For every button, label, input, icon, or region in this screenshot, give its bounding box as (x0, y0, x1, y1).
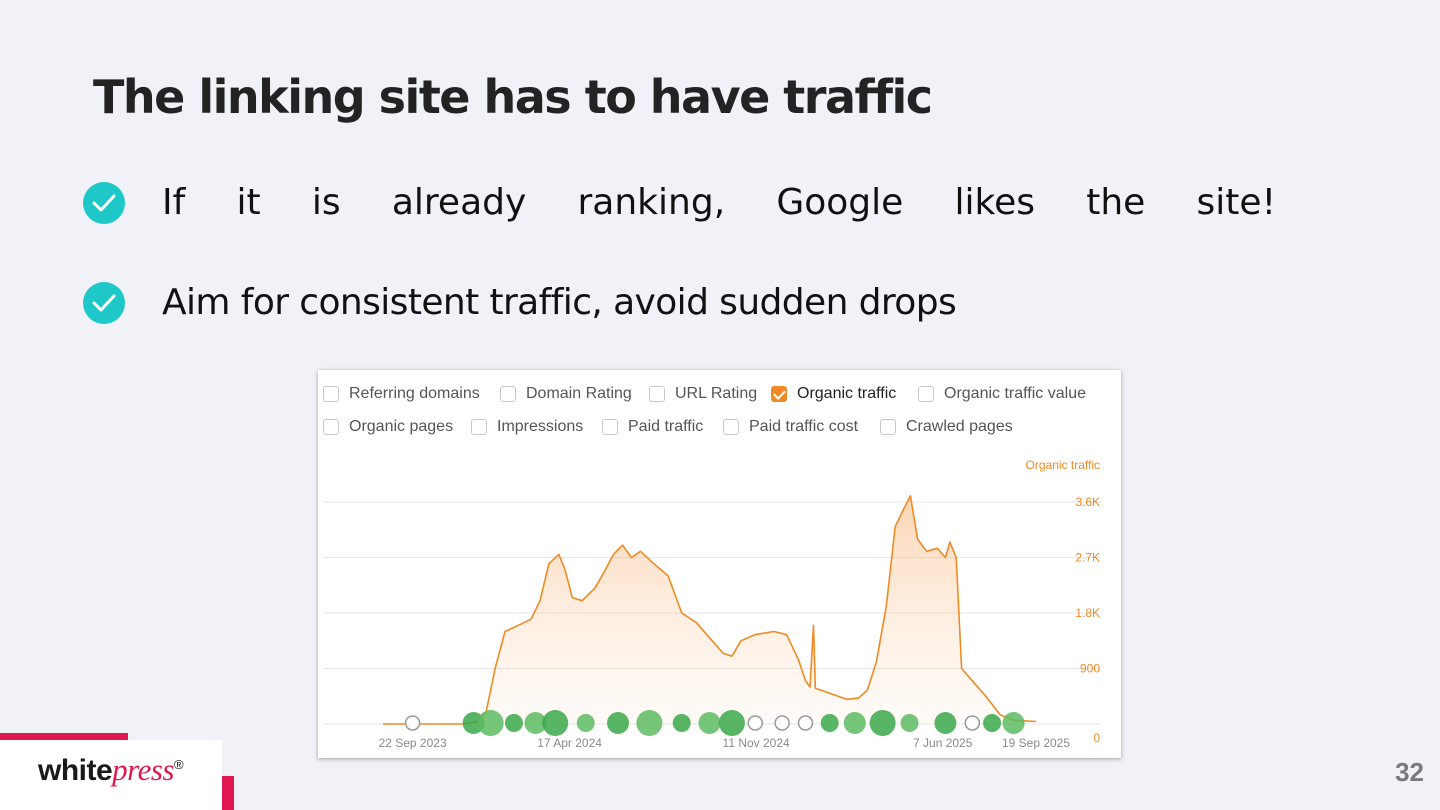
metric-option-organic-traffic-value[interactable]: Organic traffic value (918, 384, 1086, 404)
bullet-text: Aim for consistent traffic, avoid sudden… (162, 282, 957, 323)
metric-option-label: Crawled pages (906, 418, 1013, 435)
metric-option-crawled-pages[interactable]: Crawled pages (880, 417, 1013, 437)
new-link-marker[interactable] (542, 710, 569, 736)
bullet-word: If (162, 182, 186, 223)
checkbox[interactable] (918, 386, 934, 402)
google-update-icon[interactable] (774, 715, 790, 731)
google-update-icon[interactable] (797, 715, 814, 731)
new-link-marker[interactable] (843, 712, 866, 734)
traffic-chart-card: Referring domains Domain Rating URL Rati… (318, 370, 1121, 758)
check-circle-icon (83, 282, 125, 324)
x-tick-label: 11 Nov 2024 (723, 736, 790, 750)
new-link-marker[interactable] (576, 714, 595, 732)
logo-accent-bar (222, 776, 234, 810)
metric-option-paid-traffic[interactable]: Paid traffic (602, 417, 703, 437)
metric-option-url-rating[interactable]: URL Rating (649, 384, 757, 404)
bullet-word: the (1086, 182, 1146, 223)
metric-option-organic-traffic[interactable]: Organic traffic (771, 384, 896, 404)
metric-option-label: Organic pages (349, 418, 454, 435)
y-tick-label: 0 (1093, 731, 1100, 745)
bullet-word: Google (776, 182, 904, 223)
x-axis-ticks: 22 Sep 2023 17 Apr 2024 11 Nov 2024 7 Jun 2… (379, 736, 1071, 750)
new-link-marker[interactable] (607, 712, 630, 734)
new-link-marker[interactable] (718, 710, 745, 736)
metric-option-label: Domain Rating (526, 385, 632, 402)
bullet-word: site! (1196, 182, 1276, 223)
metric-option-label: Referring domains (349, 385, 480, 402)
metric-option-paid-traffic-cost[interactable]: Paid traffic cost (723, 417, 858, 437)
new-link-marker[interactable] (672, 714, 691, 732)
new-link-marker[interactable] (934, 712, 957, 734)
link-markers-row (404, 710, 1025, 736)
checkbox-checked[interactable] (771, 386, 787, 402)
new-link-marker[interactable] (820, 714, 839, 732)
page-number: 32 (1395, 757, 1424, 787)
logo-background (0, 740, 222, 810)
y-tick-label: 2.7K (1075, 551, 1100, 565)
metric-option-label: Organic traffic (797, 385, 897, 402)
google-update-icon[interactable] (964, 715, 981, 731)
y-tick-label: 1.8K (1075, 606, 1100, 620)
ahrefs-update-icon[interactable] (747, 715, 763, 731)
metric-option-label: Paid traffic (628, 418, 704, 435)
new-link-marker[interactable] (900, 714, 919, 732)
bullet-word: ranking, (577, 182, 726, 223)
checkbox[interactable] (602, 419, 618, 435)
new-link-marker[interactable] (1002, 712, 1025, 734)
whitepress-logo: whitepress® (38, 752, 184, 787)
new-link-marker[interactable] (504, 714, 523, 732)
metric-option-organic-pages[interactable]: Organic pages (323, 417, 453, 437)
checkbox[interactable] (323, 419, 339, 435)
checkbox[interactable] (649, 386, 665, 402)
checkbox[interactable] (500, 386, 516, 402)
bullet-word: already (391, 182, 527, 223)
new-link-marker[interactable] (524, 712, 547, 734)
y-tick-label: 900 (1080, 662, 1100, 676)
new-link-marker[interactable] (636, 710, 663, 736)
bullet-word: it (236, 182, 261, 223)
metric-option-domain-rating[interactable]: Domain Rating (500, 384, 632, 404)
new-link-marker[interactable] (869, 710, 896, 736)
organic-traffic-chart: 0 900 1.8K 2.7K 3.6K 22 Sep 2023 17 Apr 2024 1… (323, 458, 1101, 750)
checkbox[interactable] (723, 419, 739, 435)
y-axis-ticks: 0 900 1.8K 2.7K 3.6K (1075, 495, 1100, 745)
metric-option-referring-domains[interactable]: Referring domains (323, 384, 480, 404)
metric-option-label: Paid traffic cost (749, 418, 859, 435)
slide-title: The linking site has to have traffic (93, 70, 933, 124)
bullet-word: is (311, 182, 341, 223)
metric-option-label: Impressions (497, 418, 584, 435)
google-update-icon[interactable] (404, 715, 421, 731)
new-link-marker[interactable] (983, 714, 1002, 732)
bullet-word: likes (954, 182, 1036, 223)
metric-option-impressions[interactable]: Impressions (471, 417, 583, 437)
checkbox[interactable] (880, 419, 896, 435)
metric-option-label: URL Rating (675, 385, 758, 402)
new-link-marker[interactable] (698, 712, 721, 734)
checkbox[interactable] (471, 419, 487, 435)
organic-traffic-line (383, 495, 1037, 725)
organic-traffic-area (383, 495, 1036, 724)
x-tick-label: 17 Apr 2024 (537, 736, 602, 750)
metric-option-label: Organic traffic value (944, 385, 1086, 402)
x-tick-label: 19 Sep 2025 (1002, 736, 1070, 750)
x-tick-label: 7 Jun 2025 (913, 736, 973, 750)
y-axis-title: Organic traffic (1026, 458, 1100, 472)
check-circle-icon (83, 182, 125, 224)
y-tick-label: 3.6K (1075, 495, 1100, 509)
new-link-marker[interactable] (477, 710, 504, 736)
logo-accent-bar (0, 733, 128, 740)
bullet-ranking: If it is already ranking, Google likes t… (82, 181, 1282, 225)
x-tick-label: 22 Sep 2023 (379, 736, 447, 750)
bullet-consistent-traffic: Aim for consistent traffic, avoid sudden… (82, 281, 1282, 325)
checkbox[interactable] (323, 386, 339, 402)
bullet-text: If it is already ranking, Google likes t… (162, 181, 1276, 225)
